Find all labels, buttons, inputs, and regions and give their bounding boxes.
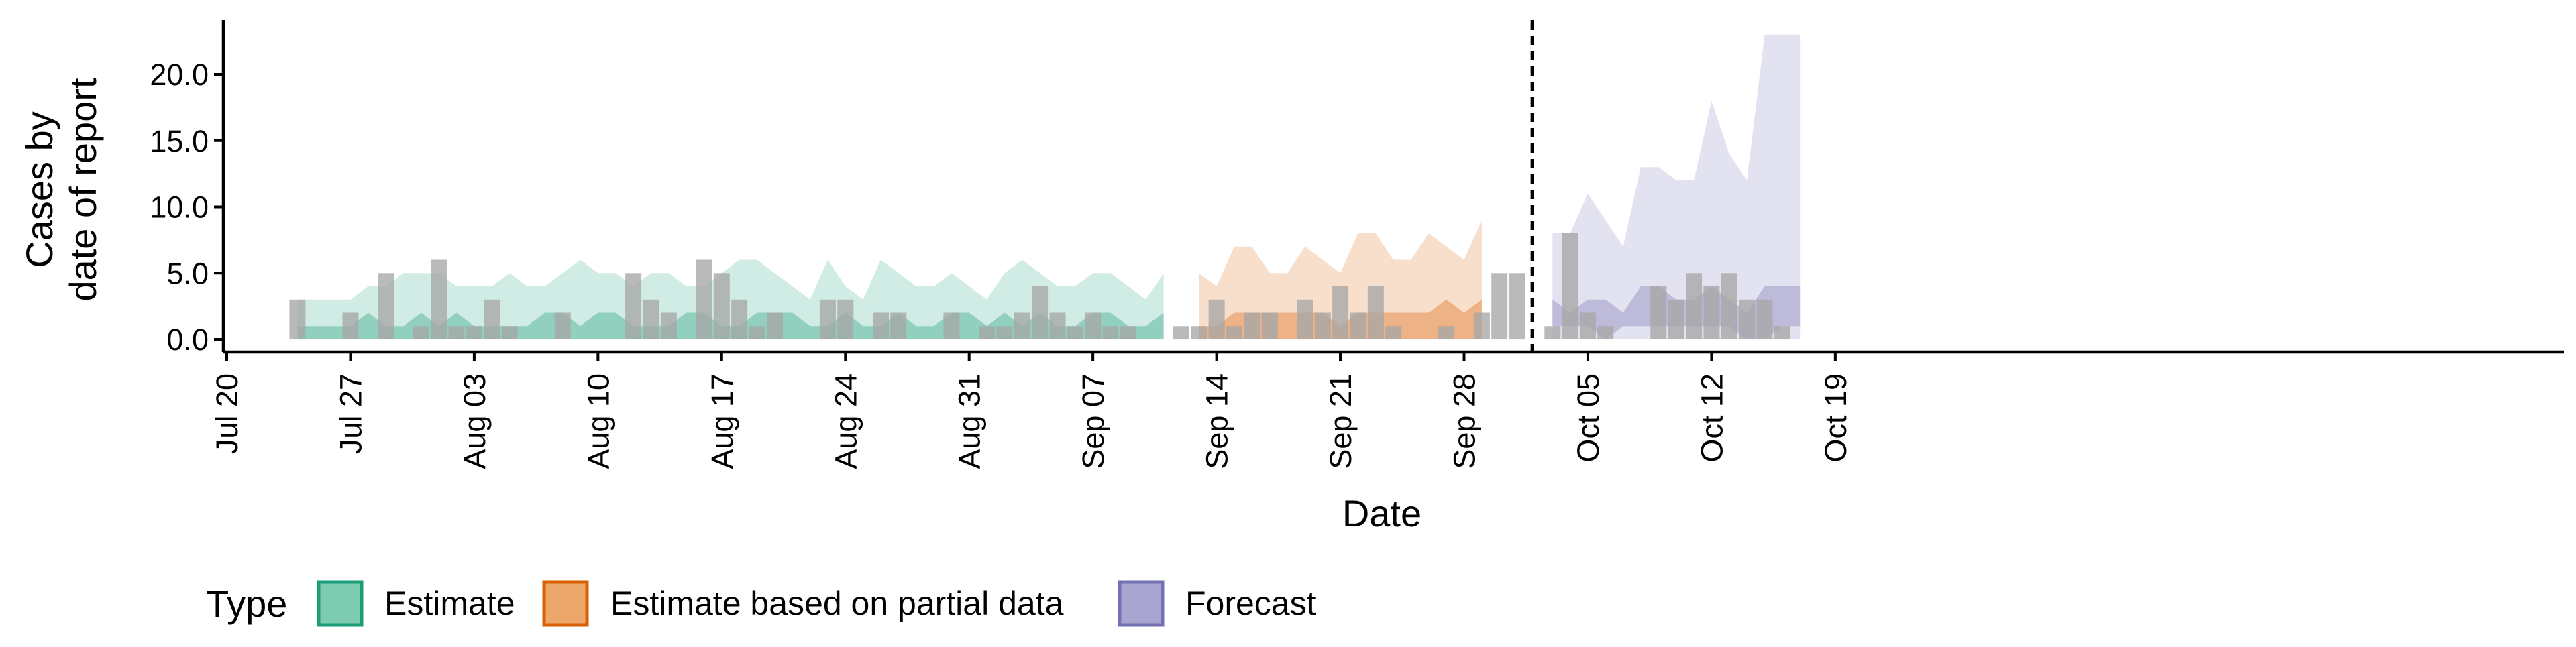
reported-cases-bar [890, 312, 907, 339]
y-tick-label: 20.0 [150, 58, 209, 92]
x-tick-label: Aug 24 [828, 373, 863, 469]
reported-cases-bar [1032, 286, 1049, 339]
reported-cases-bar [1332, 286, 1349, 339]
reported-cases-bar [1668, 299, 1684, 340]
reported-cases-bar [484, 299, 500, 340]
bars-layer [289, 233, 1790, 340]
reported-cases-bar [413, 326, 429, 340]
reported-cases-bar [1191, 326, 1208, 340]
reported-cases-bar [1579, 312, 1596, 339]
reported-cases-bar [696, 259, 712, 339]
legend-title: Type [206, 583, 287, 625]
reported-cases-bar [554, 312, 571, 339]
legend-label-estimate: Estimate [384, 585, 515, 622]
reported-cases-bar [1756, 299, 1773, 340]
reported-cases-bar [1562, 233, 1578, 339]
partial-outer-band [1199, 220, 1482, 339]
reported-cases-bar [1226, 326, 1242, 340]
x-tick-label: Oct 05 [1571, 373, 1605, 463]
reported-cases-bar [713, 273, 730, 340]
legend-label-forecast: Forecast [1185, 585, 1316, 622]
reported-cases-bar [1085, 312, 1102, 339]
reported-cases-bar [625, 273, 642, 340]
x-tick-label: Aug 10 [581, 373, 615, 469]
legend-key-partial [542, 580, 589, 627]
y-tick-label: 0.0 [166, 322, 209, 357]
reported-cases-bar [1102, 326, 1119, 340]
reported-cases-bar [289, 299, 306, 340]
reported-cases-bar [1385, 326, 1402, 340]
reported-cases-bar [1774, 326, 1790, 340]
reported-cases-bar [1049, 312, 1066, 339]
x-tick-label: Oct 19 [1819, 373, 1853, 463]
reported-cases-bar [1703, 286, 1720, 339]
reported-cases-bar [1261, 312, 1278, 339]
reported-cases-bar [1650, 286, 1667, 339]
x-tick-label: Oct 12 [1695, 373, 1729, 463]
reported-cases-bar [1067, 326, 1083, 340]
reported-cases-bar [731, 299, 748, 340]
reported-cases-bar [1367, 286, 1384, 339]
reported-cases-bar [943, 312, 960, 339]
x-tick-label: Sep 21 [1324, 373, 1358, 469]
reported-cases-bar [1544, 326, 1561, 340]
reported-cases-bar [1173, 326, 1189, 340]
reported-cases-bar [378, 273, 394, 340]
reported-cases-bar [1739, 299, 1756, 340]
legend-key-forecast [1118, 580, 1165, 627]
x-tick-label: Jul 27 [334, 373, 368, 454]
y-axis-title-line-2: date of report [62, 78, 104, 302]
reported-cases-bar [448, 326, 465, 340]
reported-cases-bar [1491, 273, 1508, 340]
legend-key-estimate [317, 580, 364, 627]
reported-cases-bar [431, 259, 447, 339]
x-tick-label: Sep 07 [1076, 373, 1110, 469]
reported-cases-bar [1721, 273, 1737, 340]
reported-cases-bar [643, 299, 659, 340]
x-tick-label: Aug 31 [953, 373, 987, 469]
forecast-outer-band [1552, 34, 1801, 340]
legend-label-partial: Estimate based on partial data [610, 585, 1064, 622]
reported-cases-bar [1120, 326, 1136, 340]
reported-cases-bar [749, 326, 765, 340]
reported-cases-bar [1244, 312, 1260, 339]
reported-cases-bar [1297, 299, 1313, 340]
reported-cases-bar [979, 326, 995, 340]
reported-cases-bar [342, 312, 359, 339]
reported-cases-bar [501, 326, 518, 340]
reported-cases-bar [1438, 326, 1455, 340]
reported-cases-bar [1509, 273, 1525, 340]
x-tick-label: Aug 17 [705, 373, 739, 469]
reported-cases-bar [766, 312, 783, 339]
reported-cases-bar [1314, 312, 1331, 339]
reported-cases-bar [466, 326, 482, 340]
x-tick-label: Sep 14 [1200, 373, 1234, 469]
legend: Type Estimate Estimate based on partial … [206, 580, 1316, 627]
x-tick-label: Sep 28 [1448, 373, 1482, 469]
x-tick-label: Jul 20 [210, 373, 244, 454]
reported-cases-bar [1473, 312, 1490, 339]
reported-cases-bar [1597, 326, 1614, 340]
y-tick-label: 15.0 [150, 124, 209, 158]
x-tick-label: Aug 03 [458, 373, 492, 469]
reported-cases-bar [996, 326, 1013, 340]
y-tick-label: 10.0 [150, 190, 209, 225]
ticks-layer: 0.0 5.0 10.0 15.0 20.0 Jul 20 Jul 27 Aug 03 Aug … [150, 58, 1852, 469]
reported-cases-bar [873, 312, 889, 339]
reported-cases-bar [819, 299, 836, 340]
reported-cases-bar [1014, 312, 1030, 339]
reported-cases-bar [1350, 312, 1366, 339]
reported-cases-bar [1208, 299, 1225, 340]
reported-cases-bar [837, 299, 854, 340]
reported-cases-bar [660, 312, 677, 339]
x-axis-title: Date [1342, 492, 1421, 534]
y-tick-label: 5.0 [166, 256, 209, 290]
reported-cases-bar [1686, 273, 1703, 340]
y-axis-title-line-1: Cases by [18, 111, 60, 268]
